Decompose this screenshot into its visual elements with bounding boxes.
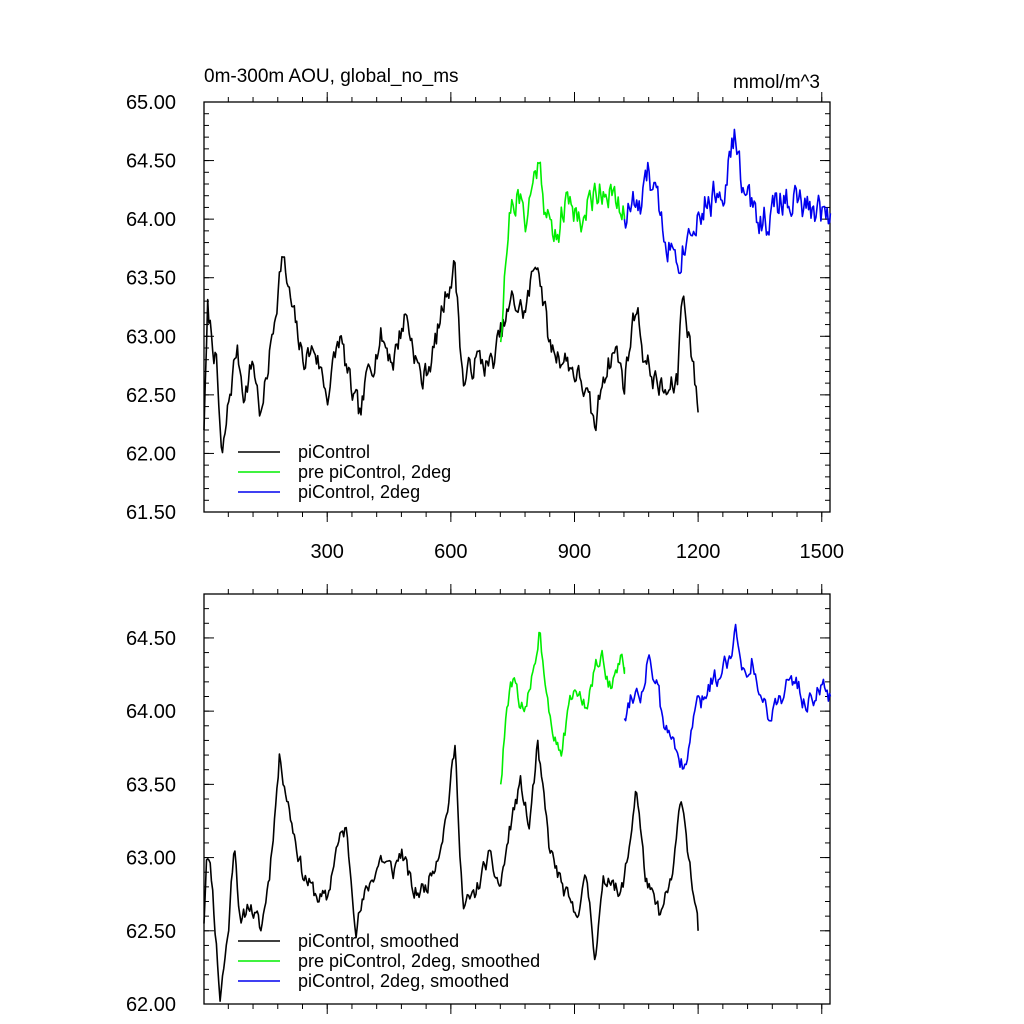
top-panel: 0m-300m AOU, global_no_ms mmol/m^3 61.50… [126, 66, 844, 563]
x-tick-label: 300 [311, 541, 344, 563]
legend-label: piControl [298, 442, 370, 462]
bottom-panel: 62.00 62.50 63.00 63.50 64.00 64.50 piControl… [126, 584, 832, 1016]
top-series [203, 128, 832, 454]
y-tick-label: 63.00 [126, 326, 176, 348]
y-tick-label: 63.50 [126, 268, 176, 290]
top-plot-frame [203, 101, 831, 513]
y-tick-label: 64.50 [126, 628, 176, 650]
series-line [499, 161, 626, 343]
legend-label: piControl, smoothed [298, 931, 459, 951]
units-label: mmol/m^3 [733, 72, 820, 93]
legend-label: pre piControl, 2deg, smoothed [298, 951, 540, 971]
y-tick-label: 61.50 [126, 502, 176, 524]
legend-label: piControl, 2deg, smoothed [298, 971, 509, 991]
y-tick-label: 62.50 [126, 385, 176, 407]
y-tick-label: 63.00 [126, 848, 176, 870]
y-tick-label: 64.00 [126, 701, 176, 723]
x-tick-label: 600 [434, 541, 467, 563]
series-line [499, 631, 626, 785]
y-tick-label: 64.50 [126, 151, 176, 173]
series-line [203, 255, 699, 454]
y-tick-label: 64.00 [126, 209, 176, 231]
bottom-series [203, 623, 832, 1003]
x-tick-label: 900 [558, 541, 591, 563]
y-tick-label: 62.50 [126, 921, 176, 943]
series-line [623, 128, 832, 275]
legend-label: piControl, 2deg [298, 482, 420, 502]
legend-label: pre piControl, 2deg [298, 462, 451, 482]
y-tick-label: 63.50 [126, 774, 176, 796]
bottom-ticks: 62.00 62.50 63.00 63.50 64.00 64.50 [126, 584, 830, 1016]
x-tick-label: 1500 [800, 541, 845, 563]
top-ticks: 61.50 62.00 62.50 63.00 63.50 64.00 64.50 65.00… [126, 92, 844, 563]
x-tick-label: 1200 [676, 541, 721, 563]
chart-title: 0m-300m AOU, global_no_ms [204, 66, 459, 87]
y-tick-label: 62.00 [126, 994, 176, 1016]
y-tick-label: 62.00 [126, 443, 176, 465]
series-line [623, 623, 832, 770]
series-line [203, 739, 699, 1003]
y-tick-label: 65.00 [126, 92, 176, 114]
